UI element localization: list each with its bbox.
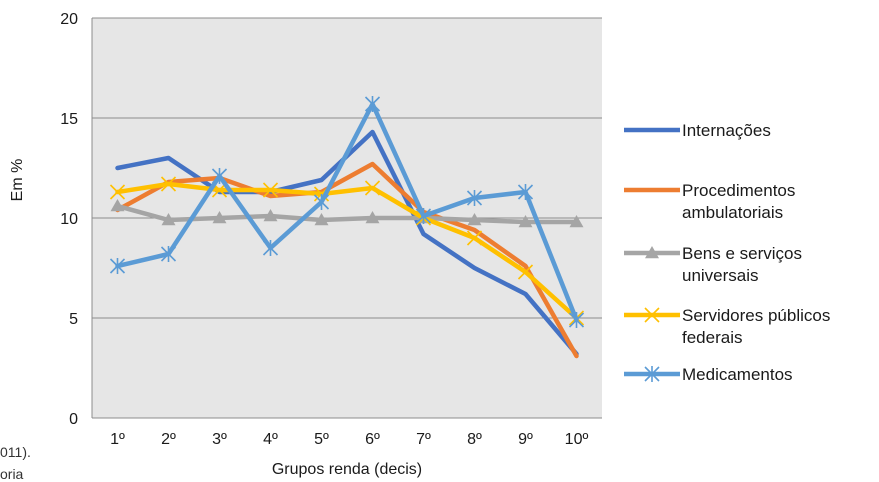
y-axis-label: Em % xyxy=(9,159,26,202)
legend-label: Bens e serviços universais xyxy=(682,244,802,285)
legend-label: Procedimentos ambulatoriais xyxy=(682,181,795,222)
x-tick-label: 7º xyxy=(416,431,431,448)
data-point xyxy=(644,307,660,323)
data-point xyxy=(211,168,228,184)
data-point xyxy=(365,211,380,224)
legend-item-4: Servidores públicos federais xyxy=(624,306,830,347)
x-tick-label: 4º xyxy=(263,431,278,448)
data-point xyxy=(161,213,176,226)
x-tick-label: 1º xyxy=(110,431,125,448)
x-tick-label: 5º xyxy=(314,431,329,448)
data-point xyxy=(466,230,483,246)
data-point xyxy=(109,258,126,274)
legend-item-2: Procedimentos ambulatoriais xyxy=(624,181,795,222)
data-point xyxy=(568,312,585,328)
y-tick-label: 5 xyxy=(69,311,78,328)
legend-label: Servidores públicos federais xyxy=(682,306,830,347)
legend: Internações Procedimentos ambulatoriais Ben… xyxy=(624,121,830,384)
data-point xyxy=(262,240,279,256)
y-axis-ticks: 0 5 10 15 20 xyxy=(60,11,78,428)
data-point xyxy=(160,176,177,192)
data-point xyxy=(314,213,329,226)
data-point xyxy=(110,199,125,212)
legend-item-5: Medicamentos xyxy=(624,365,793,384)
x-axis-label: Grupos renda (decis) xyxy=(272,461,422,478)
x-tick-label: 8º xyxy=(467,431,482,448)
clipped-source-note-line1: 011). xyxy=(0,444,31,460)
x-tick-label: 2º xyxy=(161,431,176,448)
x-tick-label: 3º xyxy=(212,431,227,448)
data-point xyxy=(109,184,126,200)
data-point xyxy=(517,184,534,200)
series-lines xyxy=(109,96,585,359)
x-axis-ticks: 1º 2º 3º 4º 5º 6º 7º 8º 9º 10º xyxy=(110,431,588,448)
data-point xyxy=(262,182,279,198)
x-tick-label: 10º xyxy=(565,431,589,448)
series-2 xyxy=(115,161,579,359)
y-tick-label: 15 xyxy=(60,111,78,128)
data-point xyxy=(518,215,533,228)
data-point xyxy=(517,264,534,280)
series-line xyxy=(115,161,579,359)
data-point xyxy=(364,96,381,112)
data-point xyxy=(644,366,660,382)
legend-item-1: Internações xyxy=(624,121,771,140)
y-tick-label: 0 xyxy=(69,411,78,428)
data-point xyxy=(160,246,177,262)
series-5 xyxy=(109,96,585,328)
x-tick-label: 9º xyxy=(518,431,533,448)
data-point xyxy=(364,180,381,196)
data-point xyxy=(313,194,330,210)
legend-item-3: Bens e serviços universais xyxy=(624,244,802,285)
y-tick-label: 20 xyxy=(60,11,78,28)
data-point xyxy=(467,213,482,226)
series-line xyxy=(115,181,579,321)
data-point xyxy=(263,209,278,222)
clipped-source-note-line2: oria xyxy=(0,466,24,482)
data-point xyxy=(569,215,584,228)
legend-label: Internações xyxy=(682,121,771,140)
data-point xyxy=(466,190,483,206)
data-point xyxy=(645,246,659,259)
legend-label: Medicamentos xyxy=(682,365,793,384)
data-point xyxy=(212,211,227,224)
x-tick-label: 6º xyxy=(365,431,380,448)
data-point xyxy=(415,208,432,224)
y-tick-label: 10 xyxy=(60,211,78,228)
series-line xyxy=(115,101,579,323)
